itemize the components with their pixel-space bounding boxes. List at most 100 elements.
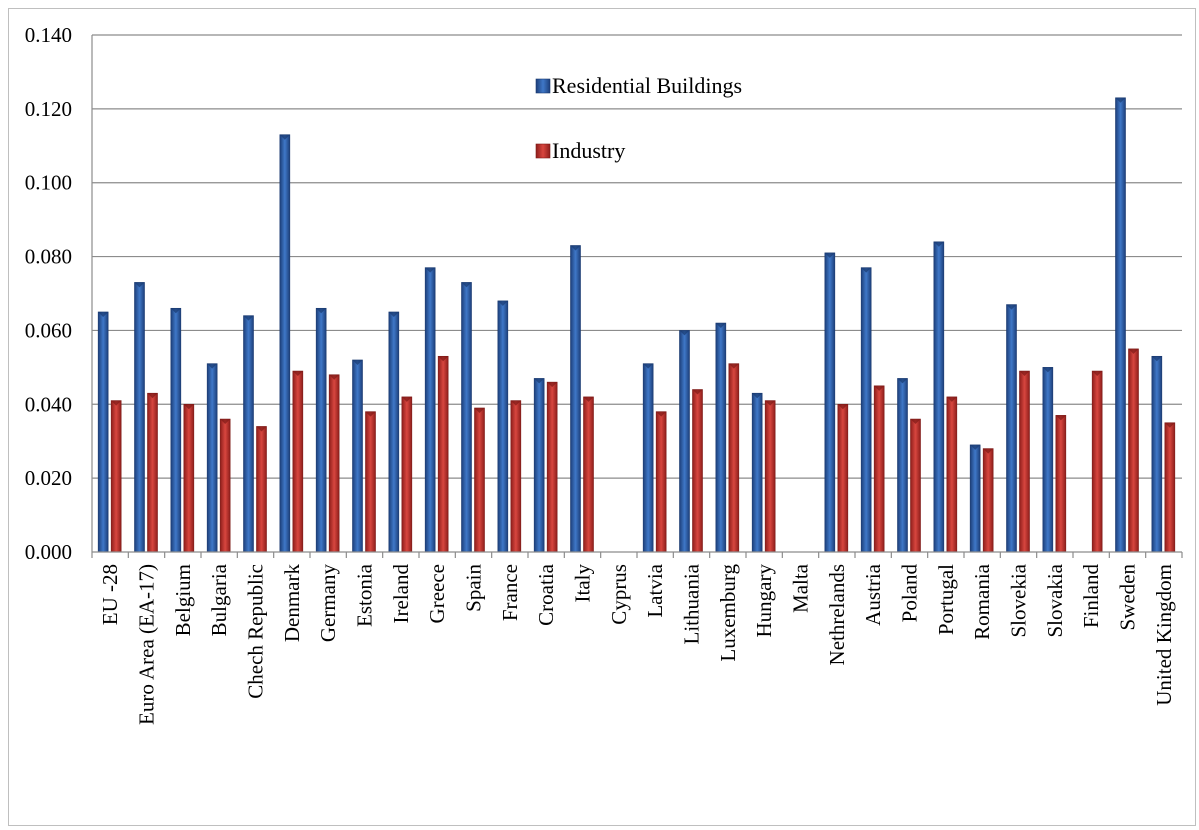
bar-industry (946, 396, 958, 553)
legend-entry: Industry (535, 138, 625, 163)
x-tick-label: Italy (571, 564, 595, 603)
x-tick-label: Finland (1079, 564, 1103, 629)
bar-cap (352, 359, 363, 365)
bar-cap (728, 363, 739, 369)
bar-cap (474, 407, 485, 413)
bar-industry (1128, 348, 1139, 553)
bar-cap (715, 323, 726, 329)
bar-cap (1092, 371, 1103, 377)
bar-cap (983, 448, 994, 454)
bar-cap (425, 267, 436, 273)
bar-cap (897, 378, 908, 384)
bar-cap (643, 363, 654, 369)
bar-industry (474, 407, 485, 553)
x-tick-label: Poland (898, 564, 922, 623)
x-tick-label: Romania (970, 563, 994, 639)
bar-cap (220, 419, 231, 425)
bar-residential-buildings (715, 322, 727, 553)
bar-industry (1019, 370, 1030, 553)
bar-cap (824, 252, 835, 258)
bar-industry (655, 411, 667, 553)
bar-cap (679, 330, 690, 336)
bar-industry (110, 400, 122, 553)
bar-residential-buildings (969, 444, 981, 553)
bar-industry (546, 381, 558, 553)
bar-industry (910, 418, 921, 553)
x-tick-label: Bulgaria (207, 563, 231, 636)
x-tick-label: Estonia (353, 563, 377, 627)
y-tick-label: 0.120 (25, 97, 72, 121)
bar-industry (982, 448, 994, 553)
bar-cap (401, 396, 412, 402)
bar-industry (365, 411, 376, 553)
bar-cap (147, 393, 158, 399)
bar-residential-buildings (933, 241, 945, 553)
x-tick-label: Denmark (280, 564, 304, 643)
bar-cap (1128, 348, 1139, 354)
chart-frame (8, 8, 1196, 826)
bar-cap (534, 378, 545, 384)
bar-cap (183, 404, 194, 410)
bar-cap (279, 134, 290, 140)
bar-residential-buildings (352, 359, 363, 553)
bar-industry (1055, 415, 1067, 553)
bar-cap (111, 400, 122, 406)
bar-residential-buildings (461, 282, 472, 553)
bar-residential-buildings (134, 282, 145, 553)
legend-label: Industry (552, 138, 625, 163)
bar-cap (256, 426, 267, 432)
bar-residential-buildings (642, 363, 654, 553)
bar-industry (328, 374, 340, 553)
bars (97, 97, 1176, 553)
x-tick-labels: EU -28 Euro Area (EA-17) Belgium Bulgaria Ch… (98, 563, 1176, 725)
bar-residential-buildings (424, 267, 436, 553)
bar-cap (1006, 304, 1017, 310)
bar-residential-buildings (1151, 355, 1163, 553)
bar-residential-buildings (679, 330, 690, 553)
bar-industry (401, 396, 413, 553)
x-tick-label: Sweden (1116, 564, 1140, 631)
bar-industry (437, 355, 449, 553)
bar-industry (837, 403, 849, 553)
bar-residential-buildings (97, 311, 109, 553)
bar-residential-buildings (1006, 304, 1017, 553)
bar-cap (1019, 371, 1030, 377)
bar-cap (933, 241, 944, 247)
bar-industry (219, 418, 231, 553)
bar-cap (583, 396, 594, 402)
bar-cap (1042, 367, 1053, 373)
bar-residential-buildings (497, 300, 509, 553)
x-tick-label: Croatia (534, 563, 558, 625)
bar-cap (946, 396, 957, 402)
x-tick-label: Austria (861, 563, 885, 626)
x-tick-label: United Kingdom (1152, 564, 1176, 706)
x-tick-label: Ireland (389, 564, 413, 624)
bar-cap (656, 411, 667, 417)
x-tick-label: EU -28 (98, 564, 122, 625)
legend-label: Residential Buildings (552, 73, 742, 98)
bar-industry (183, 403, 195, 553)
bar-residential-buildings (533, 378, 545, 553)
bar-residential-buildings (1115, 97, 1126, 553)
bar-cap (837, 404, 848, 410)
bar-cap (510, 400, 521, 406)
bar-industry (692, 389, 703, 553)
axes (91, 35, 1183, 558)
x-tick-label: Spain (462, 564, 486, 612)
bar-cap (243, 315, 254, 321)
bar-industry (728, 363, 740, 553)
bar-residential-buildings (570, 245, 581, 553)
x-tick-label: Hungary (752, 564, 776, 638)
bar-cap (207, 363, 218, 369)
y-tick-label: 0.140 (25, 23, 72, 47)
y-tick-label: 0.080 (25, 245, 72, 269)
x-tick-label: Latvia (643, 563, 667, 617)
bar-cap (547, 382, 558, 388)
bar-cap (752, 393, 763, 399)
y-tick-label: 0.040 (25, 392, 72, 416)
x-tick-label: Germany (316, 564, 340, 643)
bar-residential-buildings (243, 315, 254, 553)
x-tick-label: Chech Republic (244, 564, 268, 699)
legend-swatch (535, 143, 551, 159)
